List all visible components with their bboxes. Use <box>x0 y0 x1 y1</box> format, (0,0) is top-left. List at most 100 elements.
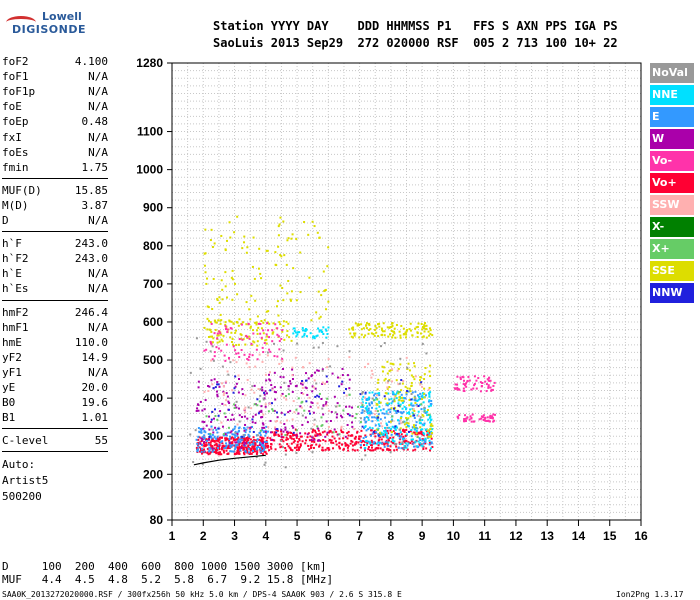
echo-point <box>310 438 313 441</box>
echo-point <box>197 441 200 444</box>
echo-point <box>375 446 378 449</box>
echo-point <box>362 395 365 398</box>
echo-point <box>263 445 266 448</box>
echo-point <box>317 327 320 330</box>
echo-point <box>294 385 297 388</box>
echo-point <box>488 420 491 423</box>
echo-point <box>489 416 492 419</box>
echo-point <box>210 435 213 438</box>
echo-point <box>241 338 244 341</box>
echo-point <box>371 397 374 400</box>
echo-point <box>402 428 405 431</box>
echo-point <box>492 384 495 387</box>
echo-point <box>240 444 243 447</box>
echo-point <box>243 453 246 456</box>
legend-item-ssw: SSW <box>650 195 694 215</box>
echo-point <box>219 322 222 325</box>
echo-point <box>389 449 392 452</box>
echo-point <box>213 355 216 358</box>
echo-point <box>369 441 372 444</box>
echo-point <box>261 416 264 419</box>
echo-point <box>259 429 262 432</box>
echo-point <box>428 434 431 437</box>
echo-point <box>394 432 397 435</box>
echo-point <box>258 400 261 403</box>
legend: NoVal NNE E W Vo- Vo+ SSW X- X+ SSE NNW <box>650 63 694 305</box>
echo-point <box>369 449 372 452</box>
echo-point <box>414 399 417 402</box>
echo-point <box>252 415 255 418</box>
echo-point <box>378 433 381 436</box>
echo-point <box>263 391 266 394</box>
echo-point <box>273 390 276 393</box>
echo-point <box>342 448 345 451</box>
echo-point <box>370 449 373 452</box>
echo-point <box>325 420 328 423</box>
echo-point <box>363 416 366 419</box>
echo-point <box>304 416 307 419</box>
echo-point <box>264 451 267 454</box>
echo-point <box>279 386 282 389</box>
echo-point <box>431 334 434 337</box>
echo-point <box>327 448 330 451</box>
echo-point <box>367 418 370 421</box>
echo-point <box>423 433 426 436</box>
echo-point <box>410 398 413 401</box>
echo-point <box>365 443 368 446</box>
echo-point <box>237 441 240 444</box>
echo-point <box>304 442 307 445</box>
echo-point <box>327 326 330 329</box>
param-value: N/A <box>88 365 108 379</box>
echo-point <box>480 417 483 420</box>
echo-point <box>355 440 358 443</box>
echo-point <box>269 431 272 434</box>
echo-point <box>210 343 213 346</box>
echo-point <box>228 438 231 441</box>
echo-point <box>429 428 432 431</box>
echo-point <box>237 436 240 439</box>
echo-point <box>395 412 398 415</box>
echo-point <box>392 330 395 333</box>
echo-point <box>223 354 226 357</box>
echo-point <box>398 382 401 385</box>
echo-point <box>384 392 387 395</box>
echo-point <box>372 449 375 452</box>
echo-point <box>223 447 226 450</box>
echo-point <box>254 321 257 324</box>
echo-point <box>386 387 389 390</box>
echo-point <box>311 431 314 434</box>
echo-point <box>309 412 312 415</box>
echo-point <box>242 321 245 324</box>
echo-point <box>366 405 369 408</box>
echo-point <box>291 378 294 381</box>
echo-point <box>269 437 272 440</box>
echo-point <box>286 438 289 441</box>
echo-point <box>421 423 424 426</box>
echo-point <box>276 327 279 330</box>
echo-point <box>466 416 469 419</box>
echo-point <box>396 392 399 395</box>
echo-point <box>473 375 476 378</box>
echo-point <box>203 437 206 440</box>
echo-point <box>461 375 464 378</box>
echo-point <box>197 438 200 441</box>
echo-point <box>260 437 263 440</box>
echo-point <box>318 317 321 320</box>
echo-point <box>378 400 381 403</box>
echo-point <box>292 434 295 437</box>
echo-point <box>321 331 324 334</box>
echo-point <box>277 433 280 436</box>
echo-point <box>274 263 277 266</box>
echo-point <box>199 367 202 370</box>
echo-point <box>390 329 393 332</box>
echo-point <box>258 353 261 356</box>
logo-swoosh <box>6 16 36 29</box>
echo-point <box>392 334 395 337</box>
echo-point <box>479 390 482 393</box>
echo-point <box>263 450 266 453</box>
echo-point <box>367 407 370 410</box>
echo-point <box>489 386 492 389</box>
echo-point <box>226 395 229 398</box>
echo-point <box>234 446 237 449</box>
echo-point <box>241 435 244 438</box>
